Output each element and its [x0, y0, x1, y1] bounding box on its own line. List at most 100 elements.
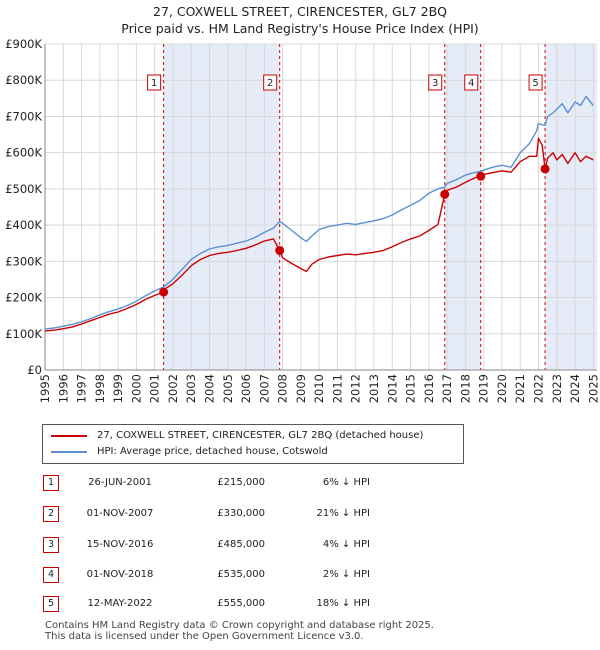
x-tick-label: 2024: [568, 374, 582, 403]
transaction-chart-badge-label: 3: [432, 78, 438, 89]
series-line-property: [44, 137, 594, 332]
transaction-chart-badge: [464, 74, 479, 91]
x-tick-label: 2022: [532, 374, 546, 403]
y-tick-label: £400K: [5, 218, 42, 232]
ownership-shade: [545, 44, 597, 370]
chart-title: 27, COXWELL STREET, CIRENCESTER, GL7 2BQ: [153, 4, 447, 19]
x-tick-label: 1999: [111, 374, 125, 403]
x-tick-label: 2010: [312, 374, 326, 403]
transaction-price: £215,000: [217, 477, 265, 488]
y-tick-label: £200K: [5, 291, 42, 305]
transaction-point: [159, 287, 169, 297]
x-tick-label: 2002: [166, 374, 180, 403]
x-tick-label: 2011: [330, 374, 344, 403]
x-tick-label: 2016: [422, 374, 436, 403]
footer-licence: This data is licensed under the Open Gov…: [45, 631, 364, 642]
transaction-badge: 2: [43, 506, 59, 522]
transaction-hpi: 18% ↓ HPI: [316, 598, 370, 609]
legend-entry-hpi: HPI: Average price, detached house, Cots…: [51, 446, 328, 457]
transaction-chart-badge: [528, 74, 543, 91]
transaction-row: 1 26-JUN-2001 £215,000 6% ↓ HPI: [0, 475, 600, 493]
transaction-price: £330,000: [217, 508, 265, 519]
transaction-row: 5 12-MAY-2022 £555,000 18% ↓ HPI: [0, 596, 600, 614]
x-tick-label: 1997: [75, 374, 89, 403]
x-tick-label: 2009: [294, 374, 308, 403]
transaction-badge: 5: [43, 596, 59, 612]
transaction-chart-badge-label: 1: [151, 78, 157, 89]
x-tick-label: 2014: [385, 374, 399, 403]
x-tick-label: 2015: [404, 374, 418, 403]
transaction-chart-badge-label: 2: [267, 78, 273, 89]
y-tick-label: £0: [27, 363, 42, 377]
transaction-row: 2 01-NOV-2007 £330,000 21% ↓ HPI: [0, 506, 600, 524]
transaction-badge: 3: [43, 537, 59, 553]
transaction-point: [275, 245, 285, 255]
y-tick-label: £300K: [5, 254, 42, 268]
x-tick-label: 2017: [440, 374, 454, 403]
legend: 27, COXWELL STREET, CIRENCESTER, GL7 2BQ…: [42, 424, 464, 464]
transaction-point: [540, 164, 550, 174]
chart-subtitle: Price paid vs. HM Land Registry's House …: [121, 21, 479, 36]
transaction-price: £485,000: [217, 539, 265, 550]
x-tick-label: 2021: [513, 374, 527, 403]
x-tick-label: 2004: [203, 374, 217, 403]
x-tick-label: 2001: [148, 374, 162, 403]
x-tick-label: 2000: [129, 374, 143, 403]
transaction-chart-badge: [263, 74, 278, 91]
transaction-chart-badge-label: 5: [532, 78, 538, 89]
transaction-row: 3 15-NOV-2016 £485,000 4% ↓ HPI: [0, 537, 600, 555]
transaction-hpi: 6% ↓ HPI: [322, 477, 370, 488]
transaction-hpi: 4% ↓ HPI: [322, 539, 370, 550]
x-tick-label: 2012: [349, 374, 363, 403]
y-tick-label: £900K: [5, 37, 42, 51]
transaction-price: £555,000: [217, 598, 265, 609]
ownership-shade: [444, 44, 481, 370]
transaction-date: 01-NOV-2018: [86, 569, 154, 580]
y-tick-label: £700K: [5, 109, 42, 123]
transaction-date: 01-NOV-2007: [86, 508, 154, 519]
x-tick-label: 2013: [367, 374, 381, 403]
transaction-hpi: 21% ↓ HPI: [316, 508, 370, 519]
series-line-hpi: [44, 95, 594, 330]
transaction-chart-badge: [147, 74, 162, 91]
y-tick-label: £100K: [5, 327, 42, 341]
price-chart: £0 £100K £200K £300K £400K £500K £600K £700K £80…: [5, 37, 600, 403]
transaction-date: 12-MAY-2022: [87, 598, 153, 609]
transaction-chart-badge: [428, 74, 443, 91]
legend-entry-property: 27, COXWELL STREET, CIRENCESTER, GL7 2BQ…: [51, 430, 423, 441]
x-tick-label: 2006: [239, 374, 253, 403]
transaction-point: [476, 171, 486, 181]
transaction-badge: 4: [43, 567, 59, 583]
x-tick-label: 1996: [56, 374, 70, 403]
legend-label-hpi: HPI: Average price, detached house, Cots…: [97, 446, 328, 457]
ownership-shade: [163, 44, 280, 370]
legend-swatch-property: [51, 434, 87, 437]
y-tick-label: £800K: [5, 73, 42, 87]
x-tick-label: 1998: [93, 374, 107, 403]
y-tick-label: £500K: [5, 182, 42, 196]
transaction-row: 4 01-NOV-2018 £535,000 2% ↓ HPI: [0, 567, 600, 585]
plot-area: [45, 44, 597, 370]
x-tick-label: 2023: [550, 374, 564, 403]
x-tick-label: 2025: [586, 374, 600, 403]
transaction-badge: 1: [43, 475, 59, 491]
legend-swatch-hpi: [51, 450, 87, 453]
transaction-price: £535,000: [217, 569, 265, 580]
transaction-date: 26-JUN-2001: [88, 477, 152, 488]
x-tick-label: 2018: [458, 374, 472, 403]
x-tick-label: 2005: [221, 374, 235, 403]
footer-copyright: Contains HM Land Registry data © Crown c…: [45, 620, 434, 631]
x-tick-label: 2020: [495, 374, 509, 403]
x-tick-label: 2007: [257, 374, 271, 403]
legend-label-property: 27, COXWELL STREET, CIRENCESTER, GL7 2BQ…: [97, 430, 424, 441]
transaction-date: 15-NOV-2016: [86, 539, 154, 550]
transaction-chart-badge-label: 4: [468, 78, 474, 89]
y-tick-label: £600K: [5, 146, 42, 160]
transaction-hpi: 2% ↓ HPI: [322, 569, 370, 580]
x-tick-label: 2008: [276, 374, 290, 403]
footer: Contains HM Land Registry data © Crown c…: [45, 620, 434, 642]
x-tick-label: 1995: [38, 374, 52, 403]
transaction-point: [440, 189, 450, 199]
x-tick-label: 2003: [184, 374, 198, 403]
x-tick-label: 2019: [477, 374, 491, 403]
